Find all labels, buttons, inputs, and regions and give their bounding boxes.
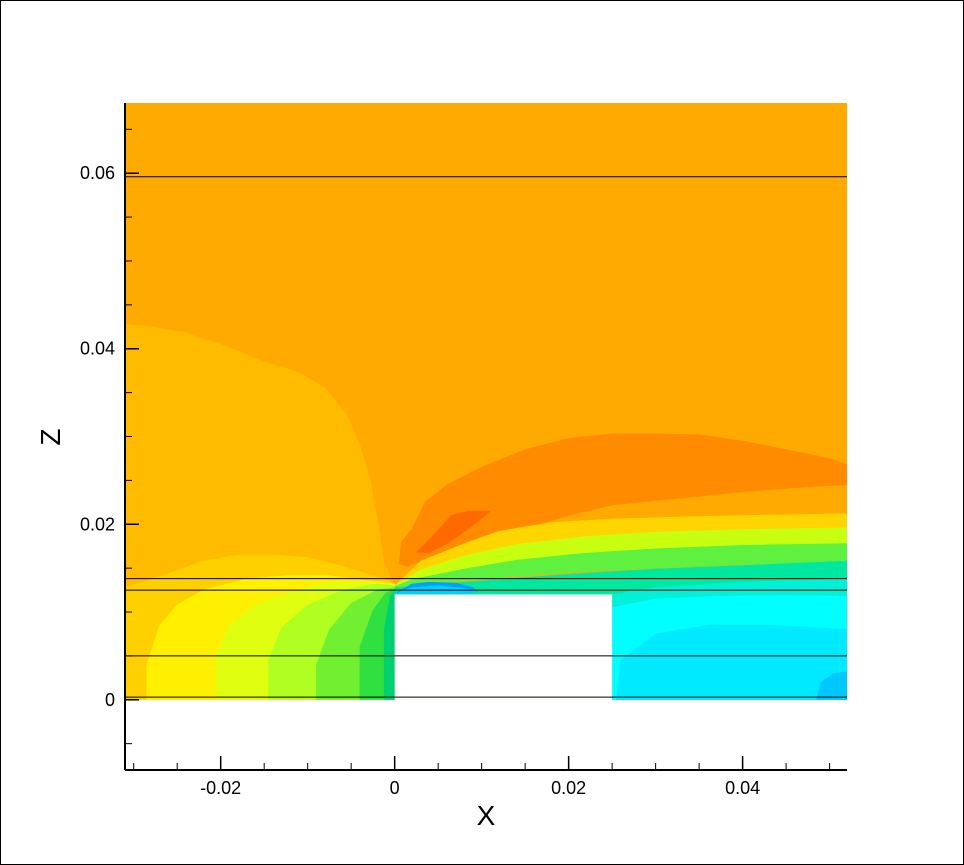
contour-bands [125, 103, 847, 700]
x-axis-title: X [477, 800, 496, 831]
horizontal-lines [125, 176, 847, 698]
x-tick-label: -0.02 [200, 778, 241, 798]
axis-ticks: -0.02 0 0.02 0.04 0 0.02 0.04 0.06 [80, 128, 831, 798]
x-tick-label: 0.04 [725, 778, 760, 798]
x-tick-label: 0 [390, 778, 400, 798]
contour-band-upstream-blue-green [383, 589, 396, 700]
contour-band-wake-red-orange [415, 510, 492, 553]
contour-band-shear-green [394, 543, 847, 587]
x-tick-label: 0.02 [551, 778, 586, 798]
contour-band-wake-light-cyan [616, 624, 847, 700]
y-tick-label: 0 [105, 690, 115, 710]
y-axis-title: Z [35, 428, 66, 445]
y-tick-label: 0.02 [80, 514, 115, 534]
contour-band-wake-blue [816, 671, 847, 700]
solid-obstacle [394, 594, 613, 700]
y-tick-label: 0.04 [80, 339, 115, 359]
y-tick-label: 0.06 [80, 163, 115, 183]
